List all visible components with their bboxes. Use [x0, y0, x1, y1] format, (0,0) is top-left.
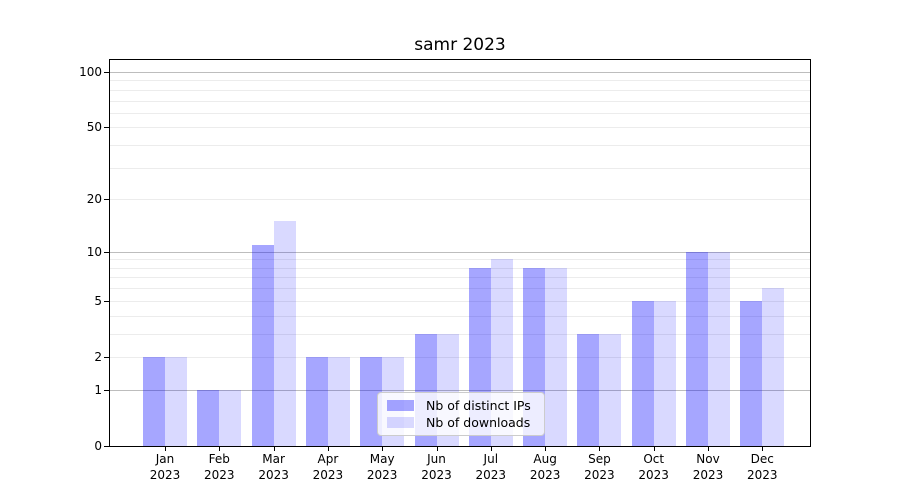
- x-tick-mark-jan-2023: [165, 446, 166, 451]
- bar-nb-of-distinct-ips-mar-2023: [251, 244, 274, 446]
- y-tick-label-50: 50: [86, 120, 102, 135]
- y-tick-mark-5: [104, 300, 110, 302]
- x-tick-label-sep-2023: Sep 2023: [584, 452, 615, 482]
- y-tick-label-2: 2: [94, 350, 102, 364]
- gridline-minor-7: [110, 277, 810, 279]
- bar-nb-of-downloads-mar-2023: [273, 221, 296, 446]
- y-tick-label-5: 5: [94, 293, 102, 308]
- gridline-minor-70: [110, 100, 810, 102]
- bar-nb-of-downloads-sep-2023: [599, 333, 622, 446]
- bar-nb-of-downloads-apr-2023: [327, 357, 350, 446]
- x-tick-mark-sep-2023: [599, 446, 601, 451]
- x-tick-label-jan-2023: Jan 2023: [149, 452, 181, 482]
- x-tick-mark-nov-2023: [708, 446, 709, 451]
- bar-nb-of-distinct-ips-sep-2023: [577, 333, 600, 446]
- gridline-major-1: [110, 389, 810, 391]
- gridline-minor-5: [110, 300, 810, 302]
- legend-label-downloads: Nb of downloads: [426, 415, 531, 430]
- x-tick-label-apr-2023: Apr 2023: [312, 452, 344, 482]
- gridline-minor-6: [110, 288, 810, 290]
- bar-nb-of-distinct-ips-jan-2023: [143, 357, 165, 446]
- bar-nb-of-distinct-ips-oct-2023: [631, 300, 654, 446]
- gridline-minor-8: [110, 267, 810, 269]
- bar-nb-of-downloads-feb-2023: [219, 389, 242, 446]
- x-tick-mark-aug-2023: [545, 446, 547, 451]
- bar-nb-of-downloads-dec-2023: [762, 288, 785, 446]
- gridline-minor-80: [110, 89, 810, 91]
- x-tick-label-jun-2023: Jun 2023: [421, 452, 452, 482]
- bar-nb-of-downloads-aug-2023: [545, 267, 568, 446]
- bar-nb-of-distinct-ips-feb-2023: [197, 389, 220, 446]
- gridline-major-100: [110, 71, 810, 73]
- bar-nb-of-distinct-ips-dec-2023: [740, 300, 763, 446]
- y-tick-mark-2: [104, 357, 110, 358]
- x-tick-label-aug-2023: Aug 2023: [529, 452, 561, 482]
- x-tick-mark-may-2023: [382, 446, 384, 451]
- x-tick-label-mar-2023: Mar 2023: [258, 452, 289, 482]
- plot-area: [109, 59, 811, 447]
- y-tick-label-20: 20: [86, 192, 102, 207]
- y-tick-mark-100: [104, 71, 110, 73]
- x-tick-label-jul-2023: Jul 2023: [475, 452, 507, 482]
- y-tick-label-0: 0: [94, 439, 102, 453]
- x-tick-mark-apr-2023: [327, 446, 329, 451]
- legend-row-downloads: Nb of downloads: [387, 415, 535, 430]
- y-tick-label-10: 10: [86, 244, 102, 259]
- gridline-minor-4: [110, 315, 810, 317]
- x-tick-label-oct-2023: Oct 2023: [638, 452, 669, 482]
- x-tick-mark-jul-2023: [490, 446, 492, 451]
- y-tick-mark-0: [104, 446, 110, 447]
- legend: Nb of distinct IPs Nb of downloads: [377, 392, 545, 436]
- x-tick-mark-mar-2023: [273, 446, 275, 451]
- gridline-minor-30: [110, 167, 810, 169]
- y-tick-mark-1: [104, 389, 110, 391]
- bar-nb-of-distinct-ips-nov-2023: [686, 251, 708, 446]
- x-tick-label-feb-2023: Feb 2023: [204, 452, 235, 482]
- bar-nb-of-distinct-ips-apr-2023: [305, 357, 328, 446]
- bar-nb-of-distinct-ips-may-2023: [360, 357, 383, 446]
- legend-swatch-downloads: [387, 417, 414, 428]
- gridline-major-10: [110, 251, 810, 253]
- y-tick-mark-50: [104, 127, 110, 129]
- x-tick-label-nov-2023: Nov 2023: [692, 452, 724, 482]
- gridline-minor-9: [110, 259, 810, 261]
- bar-nb-of-downloads-oct-2023: [653, 300, 676, 446]
- legend-row-distinct-ips: Nb of distinct IPs: [387, 398, 535, 413]
- y-tick-label-100: 100: [79, 64, 102, 79]
- bar-nb-of-downloads-nov-2023: [708, 251, 730, 446]
- gridline-minor-40: [110, 145, 810, 146]
- gridline-minor-2: [110, 357, 810, 358]
- legend-swatch-distinct-ips: [387, 400, 414, 411]
- x-tick-mark-oct-2023: [653, 446, 655, 451]
- gridline-minor-60: [110, 112, 810, 114]
- gridline-minor-3: [110, 333, 810, 335]
- gridline-minor-20: [110, 199, 810, 201]
- gridline-minor-50: [110, 127, 810, 129]
- legend-label-distinct-ips: Nb of distinct IPs: [426, 398, 531, 413]
- bar-nb-of-downloads-jan-2023: [165, 357, 187, 446]
- x-tick-mark-dec-2023: [762, 446, 764, 451]
- x-tick-mark-jun-2023: [436, 446, 438, 451]
- y-tick-mark-10: [104, 251, 110, 253]
- y-tick-label-1: 1: [94, 382, 102, 397]
- x-tick-mark-feb-2023: [219, 446, 221, 451]
- gridline-minor-90: [110, 80, 810, 82]
- x-tick-label-dec-2023: Dec 2023: [747, 452, 778, 482]
- x-tick-label-may-2023: May 2023: [366, 452, 398, 482]
- chart-title: samr 2023: [414, 35, 506, 55]
- y-tick-mark-20: [104, 199, 110, 201]
